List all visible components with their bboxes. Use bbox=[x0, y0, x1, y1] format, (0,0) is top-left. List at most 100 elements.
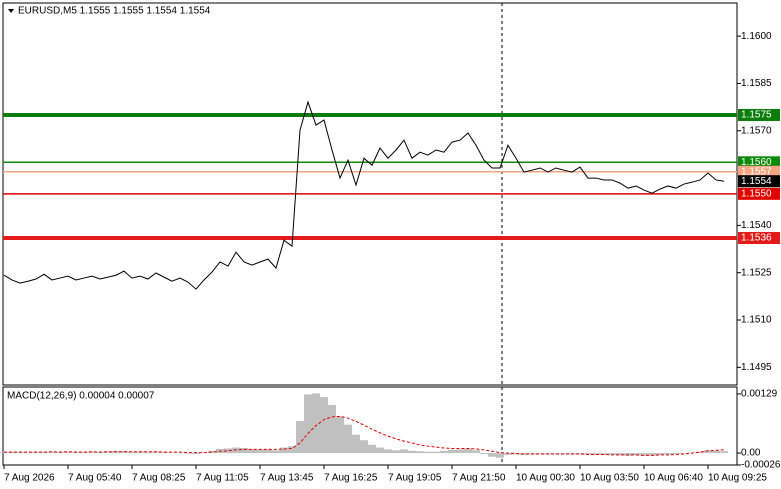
macd-title: MACD(12,26,9) 0.00004 0.00007 bbox=[7, 391, 155, 402]
chart-title: EURUSD,M5 1.1555 1.1555 1.1554 1.1554 bbox=[18, 6, 211, 17]
macd-bar bbox=[184, 453, 192, 454]
macd-bar bbox=[504, 453, 512, 455]
y-tick-label: 1.1570 bbox=[741, 125, 772, 136]
level-label-box bbox=[738, 108, 780, 121]
macd-bar bbox=[656, 453, 664, 455]
x-tick-label: 10 Aug 09:25 bbox=[708, 473, 767, 484]
macd-bar bbox=[424, 451, 432, 454]
signal-line bbox=[4, 415, 725, 456]
macd-bar bbox=[472, 450, 480, 454]
x-tick-label: 7 Aug 16:25 bbox=[324, 473, 378, 484]
x-tick-label: 10 Aug 03:50 bbox=[580, 473, 639, 484]
macd-bar bbox=[592, 453, 600, 455]
macd-bar bbox=[712, 450, 720, 454]
macd-bar bbox=[48, 451, 56, 454]
level-label: 1.1560 bbox=[741, 157, 772, 168]
x-tick-label: 7 Aug 13:45 bbox=[260, 473, 314, 484]
macd-bar bbox=[176, 452, 184, 454]
macd-bar bbox=[24, 452, 32, 454]
x-tick-label: 7 Aug 05:40 bbox=[68, 473, 122, 484]
macd-bar bbox=[384, 449, 392, 454]
y-tick-label: 0.00 bbox=[741, 448, 761, 459]
macd-bar bbox=[632, 453, 640, 456]
macd-bar bbox=[400, 449, 408, 454]
x-tick-label: 7 Aug 11:05 bbox=[196, 473, 249, 484]
macd-bar bbox=[152, 451, 160, 454]
macd-bar bbox=[40, 451, 48, 454]
level-label-box bbox=[738, 156, 780, 169]
last-price-label: 1.1554 bbox=[741, 176, 772, 187]
level-label-box bbox=[738, 232, 780, 245]
macd-bar bbox=[328, 404, 336, 454]
x-tick-label: 7 Aug 08:25 bbox=[132, 473, 186, 484]
y-tick-label: -0.00026 bbox=[741, 460, 781, 471]
macd-bar bbox=[128, 451, 136, 454]
macd-bar bbox=[464, 448, 472, 454]
level-label: 1.1575 bbox=[741, 110, 772, 121]
macd-bar bbox=[272, 450, 280, 454]
macd-bar bbox=[104, 451, 112, 454]
x-tick-label: 7 Aug 19:05 bbox=[388, 473, 442, 484]
macd-bar bbox=[376, 447, 384, 454]
macd-bar bbox=[576, 453, 584, 454]
macd-bar bbox=[640, 453, 648, 456]
y-tick-label: 1.1540 bbox=[741, 220, 772, 231]
macd-bar bbox=[456, 449, 464, 454]
y-tick-label: 1.1510 bbox=[741, 315, 772, 326]
macd-bar bbox=[448, 449, 456, 454]
macd-bar bbox=[720, 451, 728, 454]
macd-bar bbox=[416, 451, 424, 454]
macd-bar bbox=[312, 393, 320, 454]
macd-bar bbox=[392, 450, 400, 454]
level-label: 1.1550 bbox=[741, 188, 772, 199]
macd-bar bbox=[648, 453, 656, 456]
macd-bar bbox=[432, 451, 440, 454]
macd-bar bbox=[168, 452, 176, 454]
macd-bar bbox=[584, 453, 592, 455]
macd-bar bbox=[320, 397, 328, 454]
level-label: 1.1557 bbox=[741, 166, 772, 177]
macd-bar bbox=[344, 424, 352, 454]
macd-bar bbox=[280, 447, 288, 454]
macd-bar bbox=[192, 453, 200, 454]
macd-panel bbox=[2, 386, 738, 466]
macd-bar bbox=[256, 449, 264, 454]
macd-bar bbox=[552, 453, 560, 454]
macd-bar bbox=[248, 448, 256, 454]
macd-bar bbox=[144, 452, 152, 454]
y-tick-label: 1.1585 bbox=[741, 78, 772, 89]
macd-bar bbox=[696, 451, 704, 454]
macd-bar bbox=[408, 450, 416, 454]
macd-bar bbox=[264, 449, 272, 454]
macd-bar bbox=[88, 451, 96, 454]
macd-bar bbox=[64, 451, 72, 454]
macd-bar bbox=[336, 416, 344, 454]
macd-bar bbox=[360, 440, 368, 454]
macd-bar bbox=[616, 453, 624, 456]
macd-bar bbox=[664, 453, 672, 455]
last-price-box bbox=[738, 175, 780, 188]
price-line bbox=[3, 100, 725, 290]
level-label-box bbox=[738, 165, 780, 178]
y-tick-label: 1.1525 bbox=[741, 267, 772, 278]
macd-bar bbox=[224, 448, 232, 454]
level-label: 1.1536 bbox=[741, 233, 772, 244]
x-tick-label: 10 Aug 06:40 bbox=[644, 473, 703, 484]
macd-bar bbox=[496, 453, 504, 458]
macd-bar bbox=[680, 453, 688, 454]
menu-arrow bbox=[8, 9, 14, 13]
level-label-box bbox=[738, 187, 780, 200]
macd-bar bbox=[704, 450, 712, 454]
macd-bar bbox=[208, 450, 216, 454]
macd-bar bbox=[608, 453, 616, 455]
macd-bar bbox=[480, 453, 488, 454]
macd-bar bbox=[352, 434, 360, 454]
macd-bar bbox=[672, 453, 680, 454]
macd-bar bbox=[512, 453, 520, 455]
macd-bar bbox=[136, 451, 144, 454]
macd-bar bbox=[288, 446, 296, 454]
macd-bar bbox=[240, 448, 248, 454]
macd-bar bbox=[488, 453, 496, 457]
